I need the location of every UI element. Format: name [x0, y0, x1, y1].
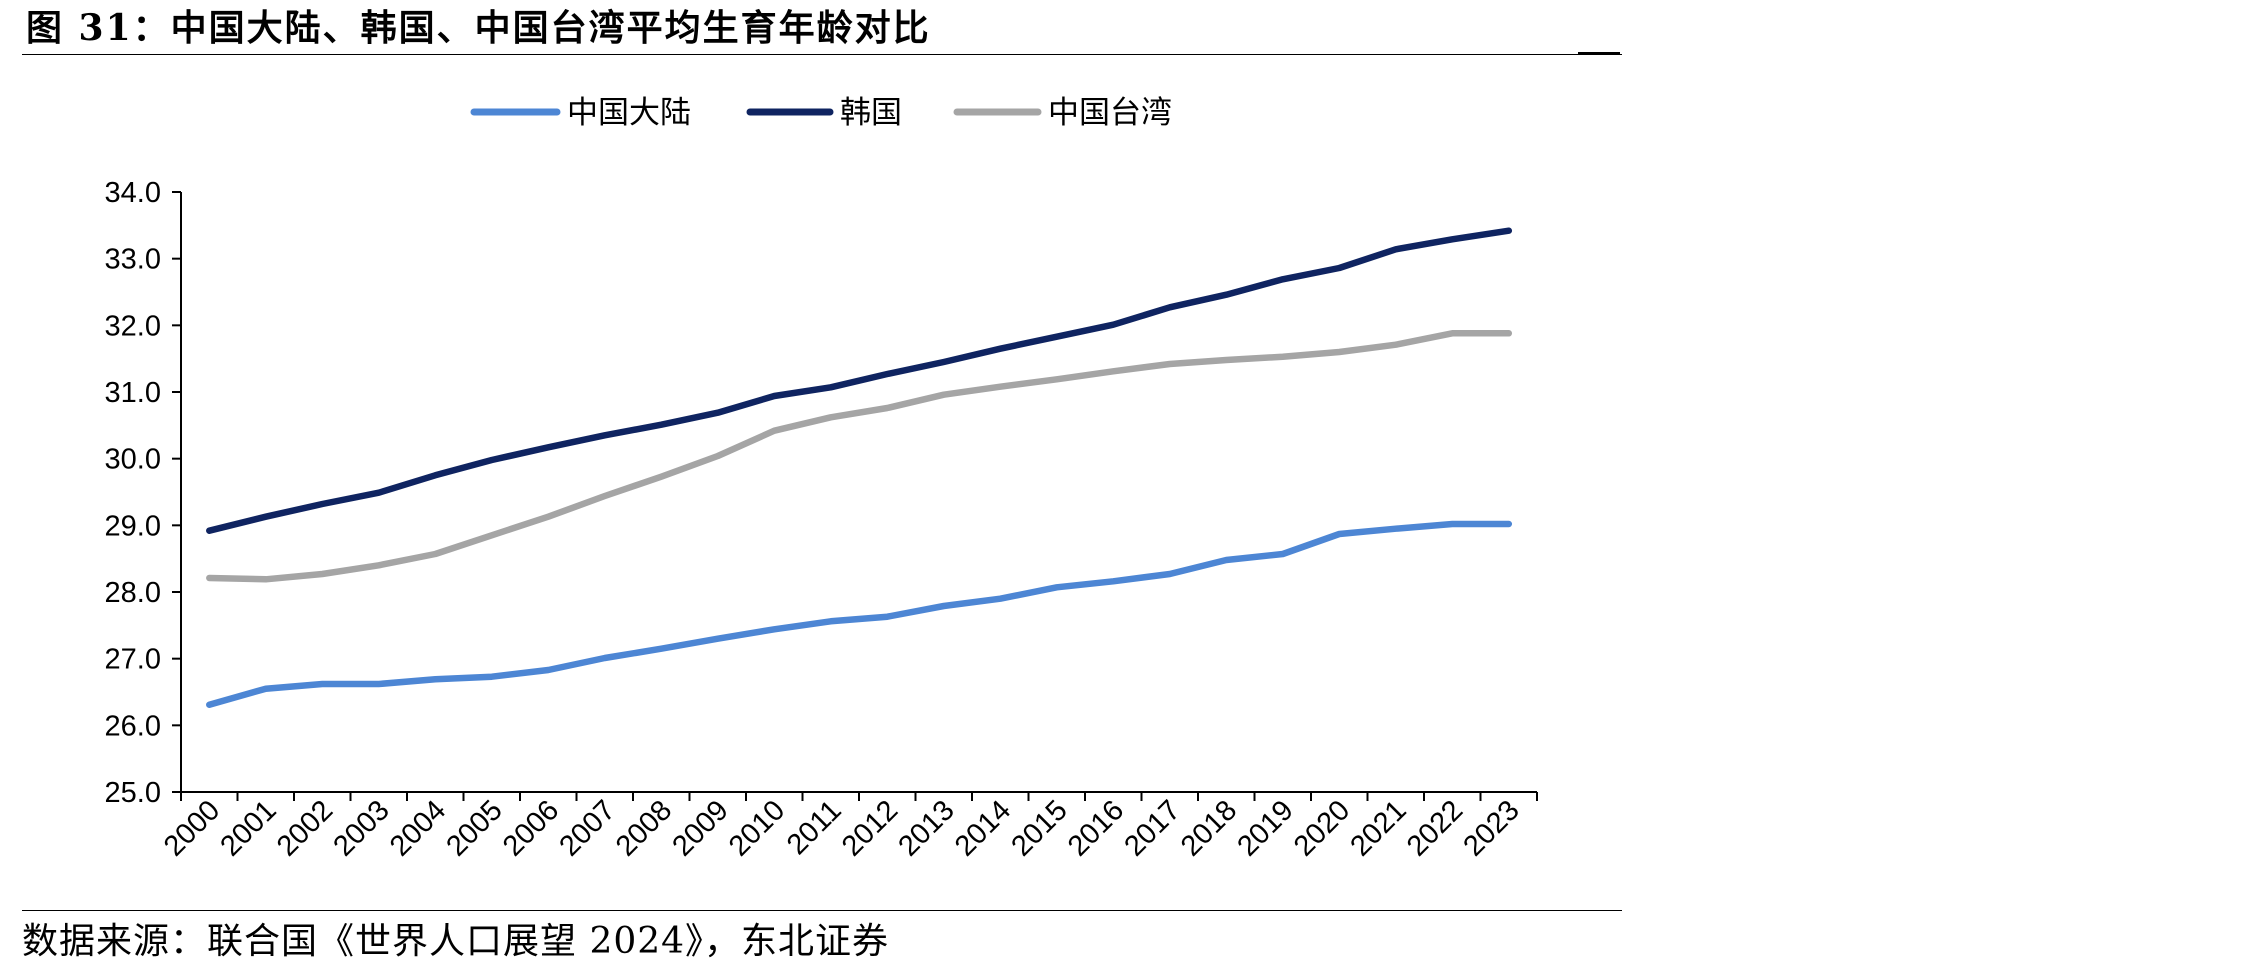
y-tick-label: 34.0: [105, 177, 161, 209]
x-tick-label: 2001: [214, 794, 282, 862]
x-tick-label: 2006: [497, 794, 565, 862]
top-rule-accent: [1578, 52, 1620, 54]
x-tick-label: 2015: [1005, 794, 1073, 862]
x-tick-label: 2017: [1118, 794, 1186, 862]
y-tick-label: 31.0: [105, 377, 161, 409]
series-line-0: [206, 520, 1513, 708]
legend-label: 韩国: [840, 95, 902, 131]
x-tick-label: 2016: [1062, 794, 1130, 862]
legend-item-1: 韩国: [746, 95, 902, 131]
figure-header: 图 31：中国大陆、韩国、中国台湾平均生育年龄对比: [20, 4, 1620, 52]
legend-label: 中国台湾: [1048, 95, 1172, 131]
top-rule: [22, 54, 1622, 55]
legend-item-2: 中国台湾: [953, 95, 1172, 131]
y-tick-label: 30.0: [105, 444, 161, 476]
x-tick-label: 2019: [1231, 794, 1299, 862]
legend-label: 中国大陆: [567, 95, 691, 131]
y-tick-label: 28.0: [105, 577, 161, 609]
chart-axes: 25.0 26.0 27.0 28.0 29.0 30.0 31.0 32.0 33.0 34.0…: [105, 177, 1538, 863]
series-line-2: [206, 330, 1513, 583]
x-tick-label: 2014: [949, 794, 1017, 862]
chart-series-lines: [206, 227, 1513, 708]
x-tick-label: 2003: [327, 794, 395, 862]
x-tick-label: 2004: [384, 794, 452, 862]
x-tick-label: 2013: [892, 794, 960, 862]
x-tick-label: 2021: [1344, 794, 1412, 862]
x-tick-label: 2020: [1288, 794, 1356, 862]
x-tick-label: 2010: [723, 794, 791, 862]
x-tick-label: 2005: [440, 794, 508, 862]
x-tick-label: 2002: [271, 794, 339, 862]
y-tick-label: 33.0: [105, 244, 161, 276]
x-tick-label: 2009: [666, 794, 734, 862]
figure-title: 图 31：中国大陆、韩国、中国台湾平均生育年龄对比: [26, 7, 931, 49]
series-line-1: [206, 227, 1513, 534]
x-tick-label: 2007: [553, 794, 621, 862]
chart-legend: 中国大陆 韩国 中国台湾: [470, 95, 1172, 131]
x-tick-label: 2011: [781, 794, 848, 861]
y-tick-label: 25.0: [105, 777, 161, 809]
x-tick-label: 2022: [1401, 794, 1469, 862]
source-note: 数据来源：联合国《世界人口展望 2024》，东北证券: [22, 921, 890, 962]
y-tick-label: 32.0: [105, 310, 161, 342]
x-tick-label: 2008: [610, 794, 678, 862]
x-tick-label: 2023: [1457, 794, 1525, 862]
y-tick-label: 27.0: [105, 644, 161, 676]
x-tick-label: 2018: [1175, 794, 1243, 862]
legend-item-0: 中国大陆: [470, 95, 691, 131]
bottom-rule: [22, 910, 1622, 911]
x-tick-label: 2000: [158, 794, 226, 862]
y-tick-label: 26.0: [105, 710, 161, 742]
y-tick-label: 29.0: [105, 510, 161, 542]
x-tick-label: 2012: [836, 794, 904, 862]
